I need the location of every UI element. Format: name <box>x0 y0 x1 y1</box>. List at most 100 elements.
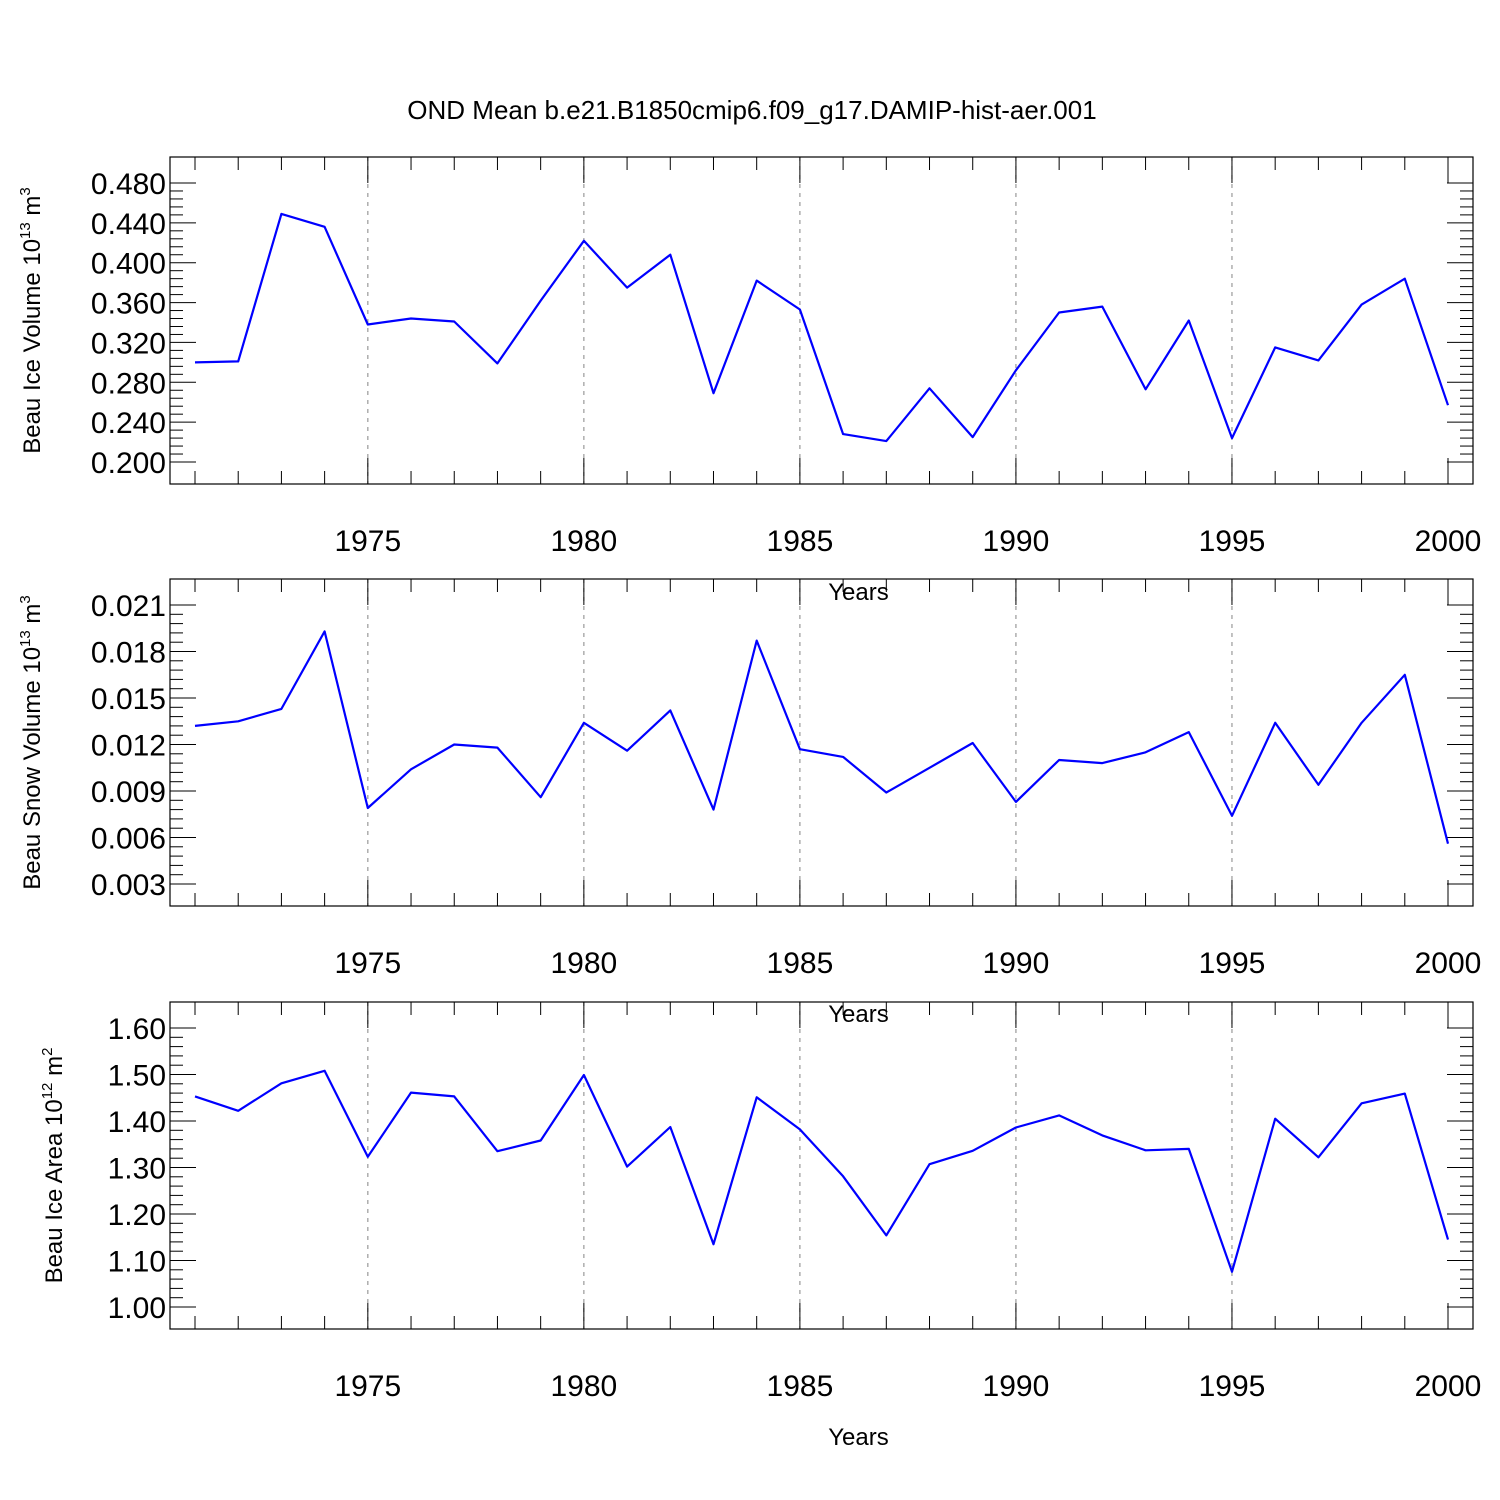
x-tick-label: 1990 <box>983 1370 1050 1403</box>
data-point <box>236 359 240 363</box>
data-point <box>1100 1133 1104 1137</box>
data-point <box>452 1094 456 1098</box>
data-point <box>798 747 802 751</box>
y-tick-label: 1.50 <box>108 1060 166 1093</box>
data-point <box>928 1162 932 1166</box>
data-point <box>711 808 715 812</box>
data-point <box>1014 1126 1018 1130</box>
data-point <box>971 435 975 439</box>
x-tick-label: 2000 <box>1415 1370 1482 1403</box>
data-point <box>668 708 672 712</box>
data-point <box>409 1091 413 1095</box>
x-tick-label: 2000 <box>1415 947 1482 980</box>
data-point <box>1316 1155 1320 1159</box>
data-point <box>755 1095 759 1099</box>
x-tick-label: 1980 <box>550 1370 617 1403</box>
data-point <box>279 1081 283 1085</box>
data-point <box>1057 311 1061 315</box>
y-tick-label: 0.018 <box>91 637 166 670</box>
data-point <box>1230 436 1234 440</box>
data-point <box>409 767 413 771</box>
data-point <box>539 1139 543 1143</box>
data-point <box>1187 1147 1191 1151</box>
data-point <box>279 212 283 216</box>
data-point <box>1273 1117 1277 1121</box>
data-point <box>1187 319 1191 323</box>
x-tick-label: 1995 <box>1199 947 1266 980</box>
data-point <box>452 320 456 324</box>
data-point <box>279 707 283 711</box>
x-tick-label: 1975 <box>334 947 401 980</box>
data-point <box>1446 842 1450 846</box>
data-point <box>1057 758 1061 762</box>
x-tick-label: 1990 <box>983 947 1050 980</box>
data-point <box>755 639 759 643</box>
y-axis-title: Beau Ice Volume 1013 m3 <box>17 187 46 454</box>
data-point <box>1144 1148 1148 1152</box>
y-tick-label: 0.012 <box>91 730 166 763</box>
data-point <box>1187 730 1191 734</box>
data-point <box>841 432 845 436</box>
data-point <box>1230 1270 1234 1274</box>
y-tick-label: 1.00 <box>108 1292 166 1325</box>
y-tick-label: 0.400 <box>91 248 166 281</box>
data-point <box>323 1069 327 1073</box>
data-point <box>1014 800 1018 804</box>
data-point <box>539 299 543 303</box>
data-point <box>193 1094 197 1098</box>
data-point <box>1360 1101 1364 1105</box>
data-point <box>495 1149 499 1153</box>
x-tick-label: 1985 <box>767 1370 834 1403</box>
data-point <box>1273 721 1277 725</box>
data-point <box>711 1242 715 1246</box>
data-point <box>193 360 197 364</box>
data-point <box>971 741 975 745</box>
y-axis-title: Beau Snow Volume 1013 m3 <box>17 595 46 890</box>
x-tick-label: 1980 <box>550 947 617 980</box>
data-point <box>1446 403 1450 407</box>
data-point <box>366 322 370 326</box>
data-point <box>1100 305 1104 309</box>
data-point <box>711 391 715 395</box>
y-tick-label: 0.280 <box>91 367 166 400</box>
data-point <box>236 719 240 723</box>
data-point <box>1403 1092 1407 1096</box>
data-point <box>1403 673 1407 677</box>
data-point <box>495 361 499 365</box>
data-point <box>582 1073 586 1077</box>
y-axis-title: Beau Ice Area 1012 m2 <box>39 1048 68 1284</box>
data-point <box>625 749 629 753</box>
x-tick-label: 2000 <box>1415 525 1482 558</box>
y-tick-label: 0.440 <box>91 208 166 241</box>
data-point <box>1360 303 1364 307</box>
x-tick-label: 1980 <box>550 525 617 558</box>
data-point <box>193 724 197 728</box>
y-tick-label: 1.20 <box>108 1199 166 1232</box>
y-tick-label: 1.60 <box>108 1013 166 1046</box>
y-tick-label: 0.480 <box>91 168 166 201</box>
data-point <box>668 1125 672 1129</box>
data-point <box>539 795 543 799</box>
x-tick-label: 1995 <box>1199 525 1266 558</box>
panel-ice-area: 1.00 1.10 1.20 1.30 1.40 1.50 1.60 1975 1980 1985… <box>39 1001 1482 1451</box>
y-tick-label: 0.320 <box>91 327 166 360</box>
data-point <box>928 386 932 390</box>
y-tick-label: 0.009 <box>91 776 166 809</box>
data-point <box>755 279 759 283</box>
plot-frame <box>169 578 1474 907</box>
y-tick-label: 0.240 <box>91 407 166 440</box>
x-tick-label: 1985 <box>767 525 834 558</box>
data-point <box>1446 1238 1450 1242</box>
data-point <box>452 743 456 747</box>
data-point <box>409 317 413 321</box>
data-point <box>1360 721 1364 725</box>
plot-frame <box>169 1001 1474 1330</box>
data-point <box>971 1149 975 1153</box>
x-tick-label: 1985 <box>767 947 834 980</box>
data-point <box>1403 277 1407 281</box>
x-axis-title: Years <box>828 579 889 606</box>
data-point <box>841 1174 845 1178</box>
data-point <box>582 721 586 725</box>
x-tick-label: 1975 <box>334 525 401 558</box>
y-tick-label: 0.015 <box>91 683 166 716</box>
